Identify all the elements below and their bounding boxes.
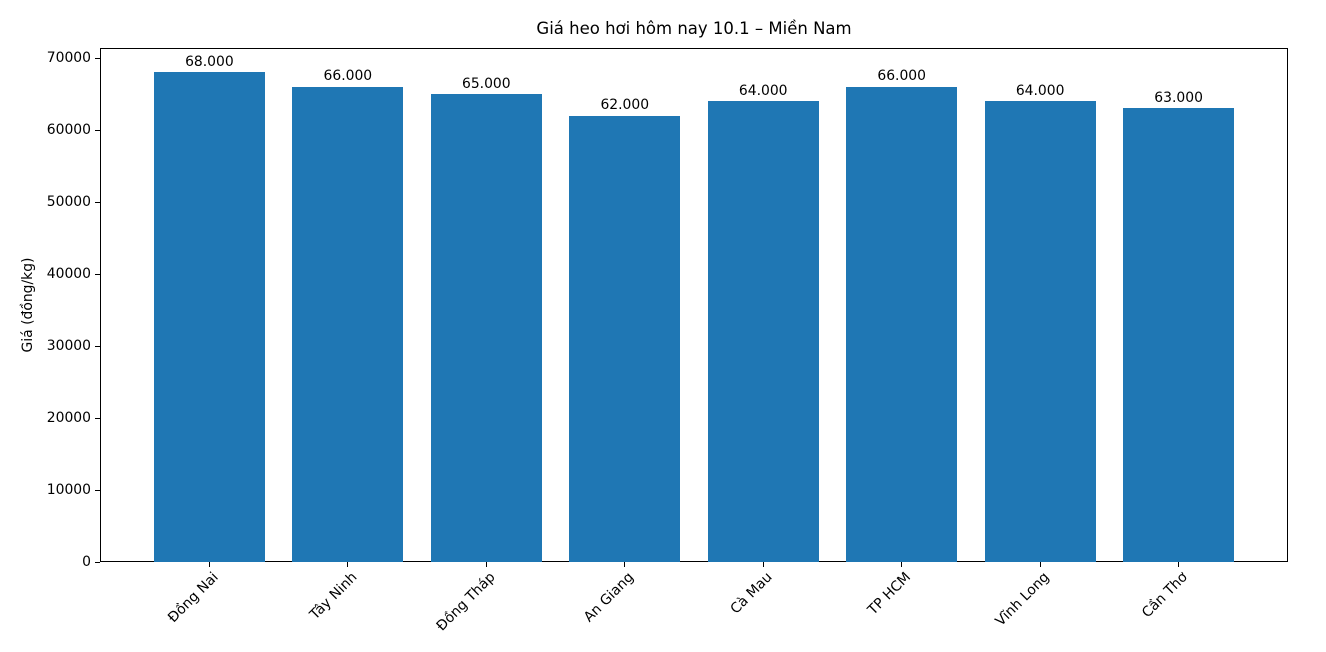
chart-title: Giá heo hơi hôm nay 10.1 – Miền Nam [536, 19, 852, 38]
y-axis-tick [95, 417, 100, 419]
y-axis-tick [95, 201, 100, 203]
bar-value-label: 68.000 [185, 53, 234, 70]
x-axis-tick [624, 562, 626, 567]
bar [707, 101, 819, 562]
y-axis-label: Giá (đồng/kg) [20, 257, 36, 353]
y-axis-tick-label: 50000 [46, 194, 91, 211]
y-axis-tick-label: 20000 [46, 410, 91, 427]
y-axis-tick-label: 10000 [46, 482, 91, 498]
x-axis-tick [901, 562, 903, 567]
y-axis-tick [95, 345, 100, 347]
bar [430, 94, 542, 562]
bar-value-label: 63.000 [1154, 89, 1203, 106]
y-axis-tick-label: 0 [82, 554, 91, 570]
bar [1123, 108, 1234, 562]
bar-value-label: 62.000 [600, 97, 650, 114]
bar-value-label: 66.000 [323, 68, 373, 85]
x-axis-tick [1039, 562, 1041, 567]
y-axis-tick [95, 273, 100, 275]
x-axis-tick [347, 562, 349, 567]
x-axis-tick-label: TP HCM [865, 569, 915, 619]
y-axis-tick-label: 60000 [46, 122, 91, 139]
y-axis-tick [95, 129, 100, 131]
bar [292, 86, 404, 562]
x-axis-tick [485, 562, 487, 567]
y-axis-tick-label: 30000 [46, 338, 91, 355]
bar [984, 101, 1096, 562]
x-axis-tick-label: Đồng Tháp [433, 569, 499, 635]
x-axis-tick-label: Cà Mau [727, 569, 776, 618]
x-axis-tick-label: Vĩnh Long [992, 569, 1053, 630]
y-axis-tick-label: 40000 [46, 266, 91, 283]
y-axis-tick-label: 70000 [46, 50, 91, 67]
x-axis-tick [208, 562, 210, 567]
x-axis-tick-label: Tây Ninh [306, 569, 361, 623]
bar [569, 115, 681, 562]
bar [846, 86, 958, 562]
bar-value-label: 64.000 [1015, 82, 1065, 99]
bar [154, 72, 265, 562]
y-axis-tick [95, 561, 100, 563]
x-axis-tick [1178, 562, 1180, 567]
x-axis-tick-label: Cần Thơ [1139, 569, 1192, 622]
x-axis-tick-label: An Giang [581, 569, 638, 626]
bar-value-label: 64.000 [738, 82, 788, 99]
x-axis-tick [762, 562, 764, 567]
y-axis-tick [95, 57, 100, 59]
plot-area [100, 48, 1288, 562]
bar-value-label: 65.000 [461, 75, 511, 92]
x-axis-tick-label: Đồng Nai [165, 569, 222, 626]
bar-value-label: 66.000 [877, 68, 926, 85]
y-axis-tick [95, 489, 100, 491]
